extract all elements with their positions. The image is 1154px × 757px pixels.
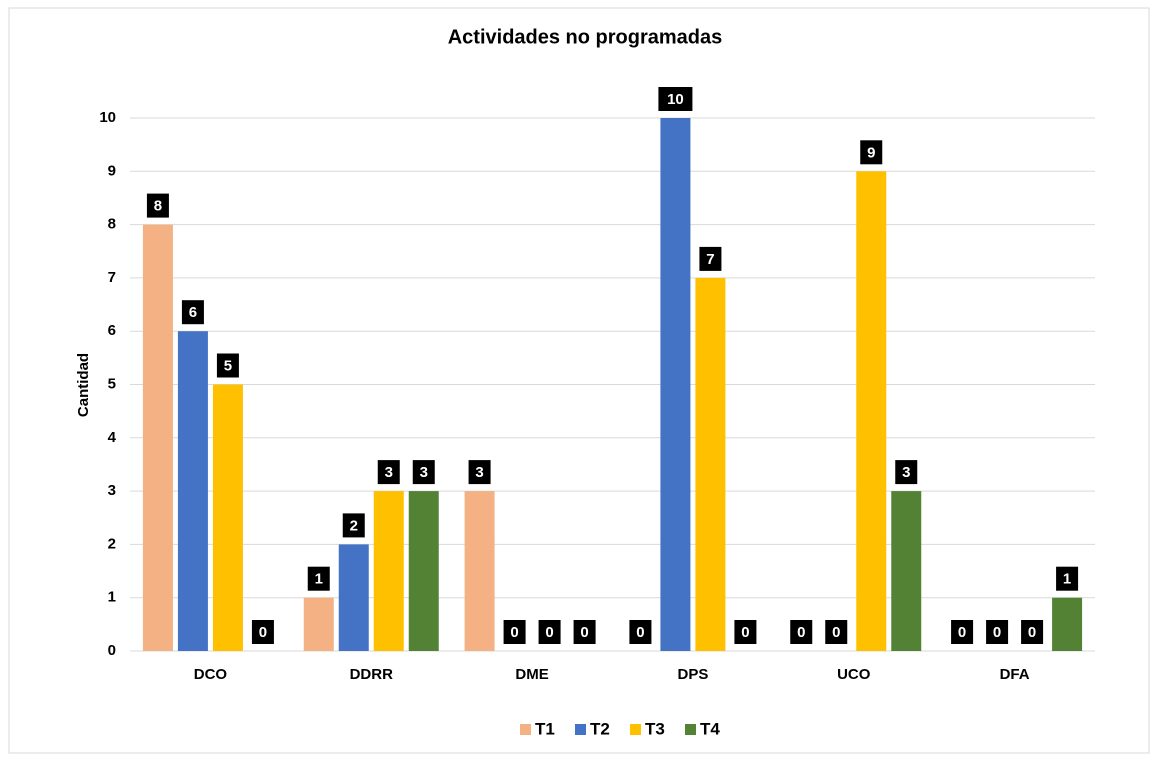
- data-label-box: [377, 460, 400, 485]
- y-tick-label: 2: [108, 535, 116, 552]
- data-label-box: [146, 193, 169, 218]
- legend-label: T1: [535, 719, 555, 738]
- data-label-box: [1021, 620, 1044, 644]
- y-tick-label: 3: [108, 482, 116, 499]
- data-label: 2: [350, 517, 358, 534]
- y-tick-label: 1: [108, 589, 116, 606]
- legend-label: T4: [700, 719, 720, 738]
- chart-title: Actividades no programadas: [448, 26, 723, 48]
- data-label-box: [1056, 566, 1079, 591]
- data-label-box: [538, 620, 561, 644]
- data-label-box: [895, 460, 918, 485]
- legend-swatch: [575, 724, 586, 735]
- data-label-box: [307, 566, 330, 591]
- data-label: 1: [315, 571, 323, 588]
- y-tick-label: 10: [99, 109, 116, 126]
- data-label: 8: [154, 198, 162, 215]
- y-axis-label: Cantidad: [75, 353, 92, 417]
- data-label-box: [790, 620, 813, 644]
- data-label-box: [658, 87, 693, 111]
- legend-label: T2: [590, 719, 610, 738]
- data-label-box: [412, 460, 435, 485]
- x-tick-label: UCO: [837, 666, 871, 683]
- data-label-box: [951, 620, 974, 644]
- legend-swatch: [520, 724, 531, 735]
- bar: [177, 331, 208, 651]
- data-label-box: [734, 620, 757, 644]
- y-tick-label: 7: [108, 269, 116, 286]
- data-label-box: [216, 353, 239, 378]
- data-label: 3: [385, 464, 393, 481]
- y-tick-label: 0: [108, 642, 116, 659]
- data-label-box: [860, 140, 883, 165]
- data-label-box: [468, 460, 491, 485]
- data-label: 0: [580, 624, 588, 641]
- data-label-box: [342, 513, 365, 538]
- y-tick-label: 4: [108, 429, 117, 446]
- data-label: 0: [958, 624, 966, 641]
- bar: [338, 544, 369, 651]
- data-label: 0: [259, 624, 267, 641]
- data-label-box: [181, 300, 204, 325]
- bar: [856, 171, 887, 652]
- data-label: 0: [510, 624, 518, 641]
- x-tick-label: DME: [515, 666, 548, 683]
- bar: [464, 491, 495, 651]
- legend-swatch: [685, 724, 696, 735]
- data-label: 9: [867, 144, 875, 161]
- data-label: 0: [797, 624, 805, 641]
- y-tick-label: 6: [108, 322, 116, 339]
- data-label: 0: [636, 624, 644, 641]
- data-label: 0: [545, 624, 553, 641]
- data-label: 0: [1028, 624, 1036, 641]
- y-tick-label: 9: [108, 162, 116, 179]
- data-label: 10: [667, 91, 684, 108]
- data-label-box: [573, 620, 596, 644]
- data-label-box: [699, 246, 722, 271]
- legend-swatch: [630, 724, 641, 735]
- x-tick-label: DCO: [194, 666, 228, 683]
- bar: [142, 224, 173, 651]
- x-tick-label: DFA: [1000, 666, 1030, 683]
- data-label: 0: [993, 624, 1001, 641]
- legend-label: T3: [645, 719, 665, 738]
- data-label: 3: [902, 464, 910, 481]
- bar: [695, 277, 726, 651]
- bar: [212, 384, 243, 651]
- data-label: 7: [706, 251, 714, 268]
- data-label-box: [251, 620, 274, 644]
- x-tick-label: DPS: [677, 666, 708, 683]
- data-label: 1: [1063, 571, 1071, 588]
- data-label: 6: [189, 304, 197, 321]
- data-label: 0: [741, 624, 749, 641]
- data-label: 5: [224, 357, 232, 374]
- data-label-box: [825, 620, 848, 644]
- data-label-box: [986, 620, 1009, 644]
- data-label-box: [629, 620, 652, 644]
- bar: [660, 118, 691, 651]
- bar: [303, 597, 334, 651]
- bar: [408, 491, 439, 651]
- data-label: 0: [832, 624, 840, 641]
- data-label-box: [503, 620, 526, 644]
- bar: [373, 491, 404, 651]
- bar: [1052, 597, 1083, 651]
- x-tick-label: DDRR: [350, 666, 393, 683]
- data-label: 3: [475, 464, 483, 481]
- y-tick-label: 5: [108, 375, 116, 392]
- data-label: 3: [420, 464, 428, 481]
- y-tick-label: 8: [108, 216, 116, 233]
- bar: [891, 491, 922, 651]
